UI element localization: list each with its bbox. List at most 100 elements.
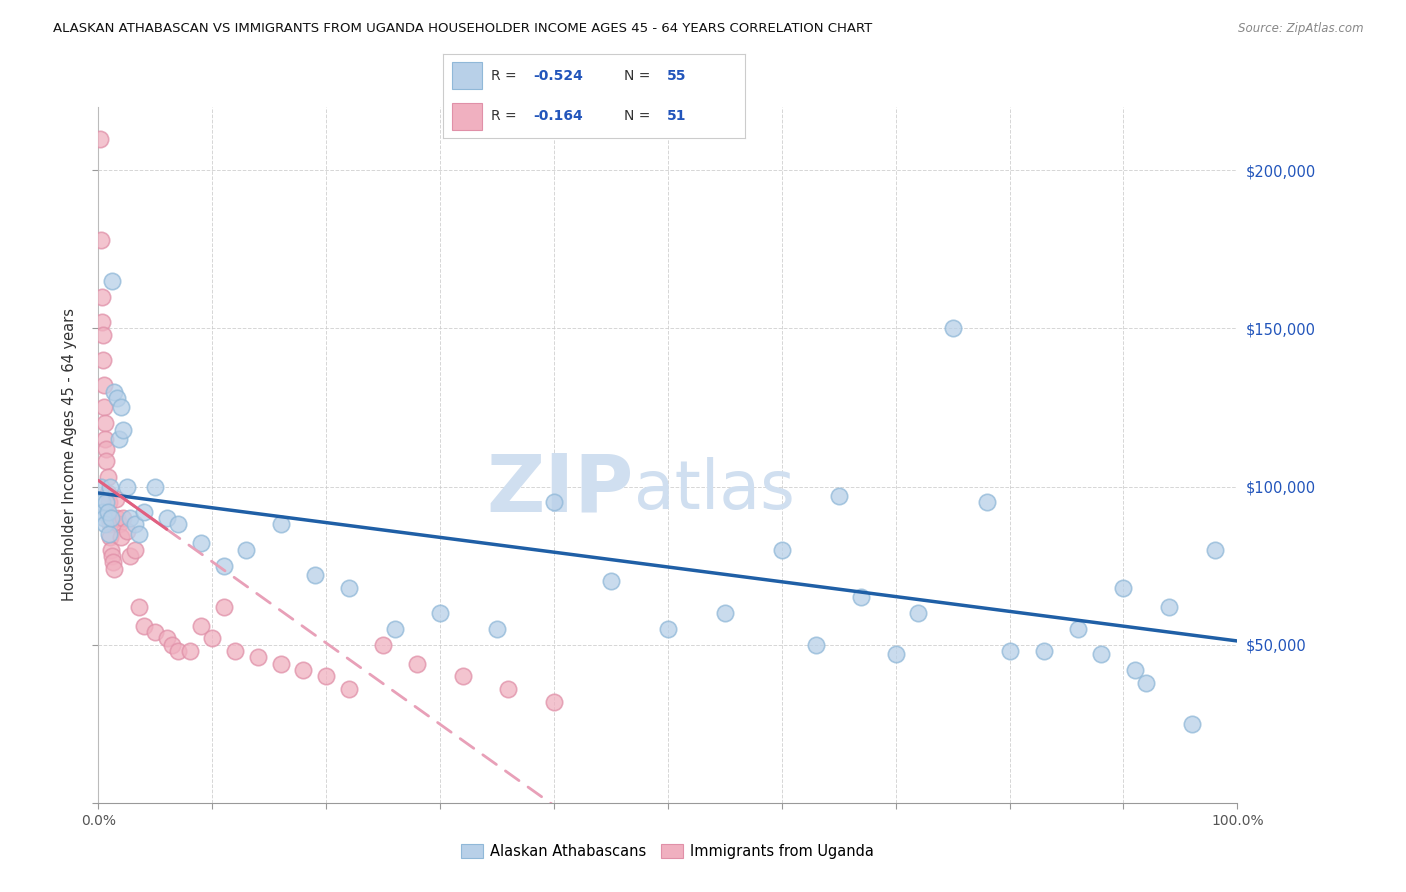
Legend: Alaskan Athabascans, Immigrants from Uganda: Alaskan Athabascans, Immigrants from Uga… [456,838,880,865]
Point [451,669,474,683]
Point [120,511,142,525]
Point [94,432,117,446]
Point [90,495,112,509]
Point [132,618,155,632]
Text: 55: 55 [666,69,686,83]
Point [128,599,150,614]
Text: R =: R = [491,69,522,83]
Bar [451,103,482,130]
Point [1067,622,1090,636]
Point [201,632,224,646]
Point [124,542,146,557]
Text: N =: N = [624,69,655,83]
Point [96,454,118,468]
Point [101,549,124,563]
Point [96,505,118,519]
Point [120,549,142,563]
Text: R =: R = [491,109,522,123]
Point [96,470,118,484]
Point [384,622,406,636]
Point [1181,716,1204,731]
Point [93,378,115,392]
Point [600,574,623,589]
Point [100,542,122,557]
Point [1204,542,1226,557]
Point [96,442,118,456]
Point [235,542,257,557]
Point [112,511,135,525]
Point [828,489,851,503]
Point [90,290,112,304]
Point [96,486,118,500]
Point [110,530,132,544]
Point [657,622,679,636]
Point [132,505,155,519]
Point [91,353,114,368]
Point [498,681,520,696]
Point [270,657,292,671]
Point [167,517,190,532]
Point [179,644,201,658]
Text: 51: 51 [666,109,686,123]
Point [124,517,146,532]
Point [98,530,121,544]
Point [406,657,429,671]
Text: -0.524: -0.524 [534,69,583,83]
Point [93,511,115,525]
Point [156,511,179,525]
Point [429,606,451,620]
Text: ALASKAN ATHABASCAN VS IMMIGRANTS FROM UGANDA HOUSEHOLDER INCOME AGES 45 - 64 YEA: ALASKAN ATHABASCAN VS IMMIGRANTS FROM UG… [53,22,873,36]
Point [224,644,246,658]
Point [486,622,509,636]
Text: N =: N = [624,109,655,123]
Point [103,384,125,399]
Point [292,663,315,677]
Point [91,505,114,519]
Point [89,131,111,145]
Point [714,606,737,620]
Text: ZIP: ZIP [486,450,634,529]
Point [98,517,121,532]
Point [98,479,121,493]
Point [156,632,179,646]
Point [304,568,326,582]
Point [212,558,235,573]
Point [90,315,112,329]
Point [96,495,118,509]
Point [105,391,128,405]
Point [110,401,132,415]
Point [770,542,793,557]
Point [543,495,565,509]
Point [97,527,120,541]
Point [115,479,138,493]
Point [337,581,360,595]
Point [90,233,112,247]
Point [128,527,150,541]
Point [998,644,1021,658]
Point [1135,675,1157,690]
Point [115,524,138,538]
Point [190,536,212,550]
Point [246,650,269,665]
Point [1157,599,1180,614]
Point [337,681,360,696]
Text: -0.164: -0.164 [534,109,583,123]
Point [212,599,235,614]
Point [942,321,965,335]
Point [543,695,565,709]
Point [907,606,929,620]
Point [97,495,120,509]
Point [1090,647,1112,661]
Point [270,517,292,532]
Point [103,562,125,576]
Point [162,638,184,652]
Point [93,401,115,415]
Point [103,556,125,570]
Text: Source: ZipAtlas.com: Source: ZipAtlas.com [1239,22,1364,36]
Point [91,327,114,342]
Bar [451,62,482,89]
Point [804,638,827,652]
Point [851,591,873,605]
Point [1032,644,1054,658]
Point [112,423,135,437]
